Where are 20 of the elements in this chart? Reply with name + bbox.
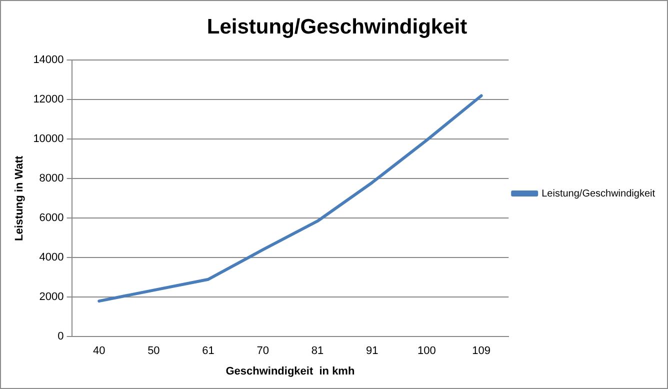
x-tick-label: 91 xyxy=(366,345,378,358)
y-tick-label: 4000 xyxy=(39,252,64,264)
legend-label: Leistung/Geschwindigkeit xyxy=(542,188,656,200)
y-tick-label: 0 xyxy=(58,330,64,343)
y-tick-label: 12000 xyxy=(33,94,64,106)
x-tick-label: 81 xyxy=(311,345,324,358)
x-tick-label: 109 xyxy=(472,345,490,358)
y-tick-label: 14000 xyxy=(33,54,64,66)
y-tick-label: 10000 xyxy=(33,133,64,146)
y-tick-label: 2000 xyxy=(39,291,64,304)
x-axis-title: Geschwindigkeit in kmh xyxy=(226,365,355,378)
y-tick-label: 6000 xyxy=(39,212,64,224)
x-tick-label: 40 xyxy=(92,345,106,358)
x-tick-label: 100 xyxy=(418,345,436,358)
x-tick-label: 50 xyxy=(148,345,160,358)
chart-title: Leistung/Geschwindigkeit xyxy=(206,15,468,38)
x-tick-label: 70 xyxy=(256,345,270,358)
y-tick-label: 8000 xyxy=(39,172,64,185)
x-tick-label: 61 xyxy=(202,345,214,358)
y-axis-title: Leistung in Watt xyxy=(14,155,26,241)
